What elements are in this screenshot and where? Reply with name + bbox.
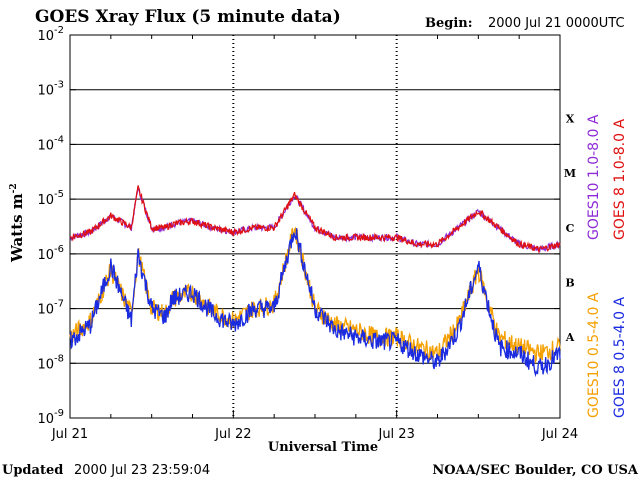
flare-class-label: A	[565, 331, 575, 344]
legend-entry: GOES 8 0.5-4.0 A	[612, 297, 628, 418]
flare-class-label: B	[565, 276, 574, 289]
series-line	[69, 185, 561, 255]
series-line	[69, 186, 560, 253]
x-axis-label: Universal Time	[268, 440, 378, 455]
x-tick-label: Jul 21	[51, 427, 88, 442]
y-tick-label: 10-8	[37, 353, 64, 372]
y-tick-label: 10-7	[37, 299, 64, 318]
flare-class-label: M	[564, 167, 576, 180]
credit-text: NOAA/SEC Boulder, CO USA	[432, 463, 639, 478]
y-tick-label: 10-9	[37, 408, 64, 427]
y-tick-label: 10-6	[37, 244, 64, 263]
legend-entry: GOES10 1.0-8.0 A	[586, 114, 602, 240]
legend-entry: GOES10 0.5-4.0 A	[586, 292, 602, 418]
y-tick-label: 10-4	[37, 134, 64, 153]
legend-entry: GOES 8 1.0-8.0 A	[612, 119, 628, 240]
y-tick-label: 10-3	[37, 80, 64, 99]
updated-label: Updated	[2, 463, 63, 478]
y-tick-label: 10-2	[37, 25, 64, 44]
y-axis-label: Watts m-2	[8, 183, 26, 263]
flare-class-label: C	[566, 222, 575, 235]
begin-label: Begin:	[425, 16, 473, 31]
series-line	[69, 228, 561, 378]
x-tick-label: Jul 23	[377, 427, 414, 442]
x-tick-label: Jul 24	[541, 427, 578, 442]
flare-class-label: X	[566, 112, 575, 125]
begin-value: 2000 Jul 21 0000UTC	[488, 16, 625, 31]
chart-title: GOES Xray Flux (5 minute data)	[35, 7, 341, 27]
x-tick-label: Jul 22	[214, 427, 251, 442]
updated-value: 2000 Jul 23 23:59:04	[74, 463, 210, 478]
y-tick-label: 10-5	[37, 189, 64, 208]
